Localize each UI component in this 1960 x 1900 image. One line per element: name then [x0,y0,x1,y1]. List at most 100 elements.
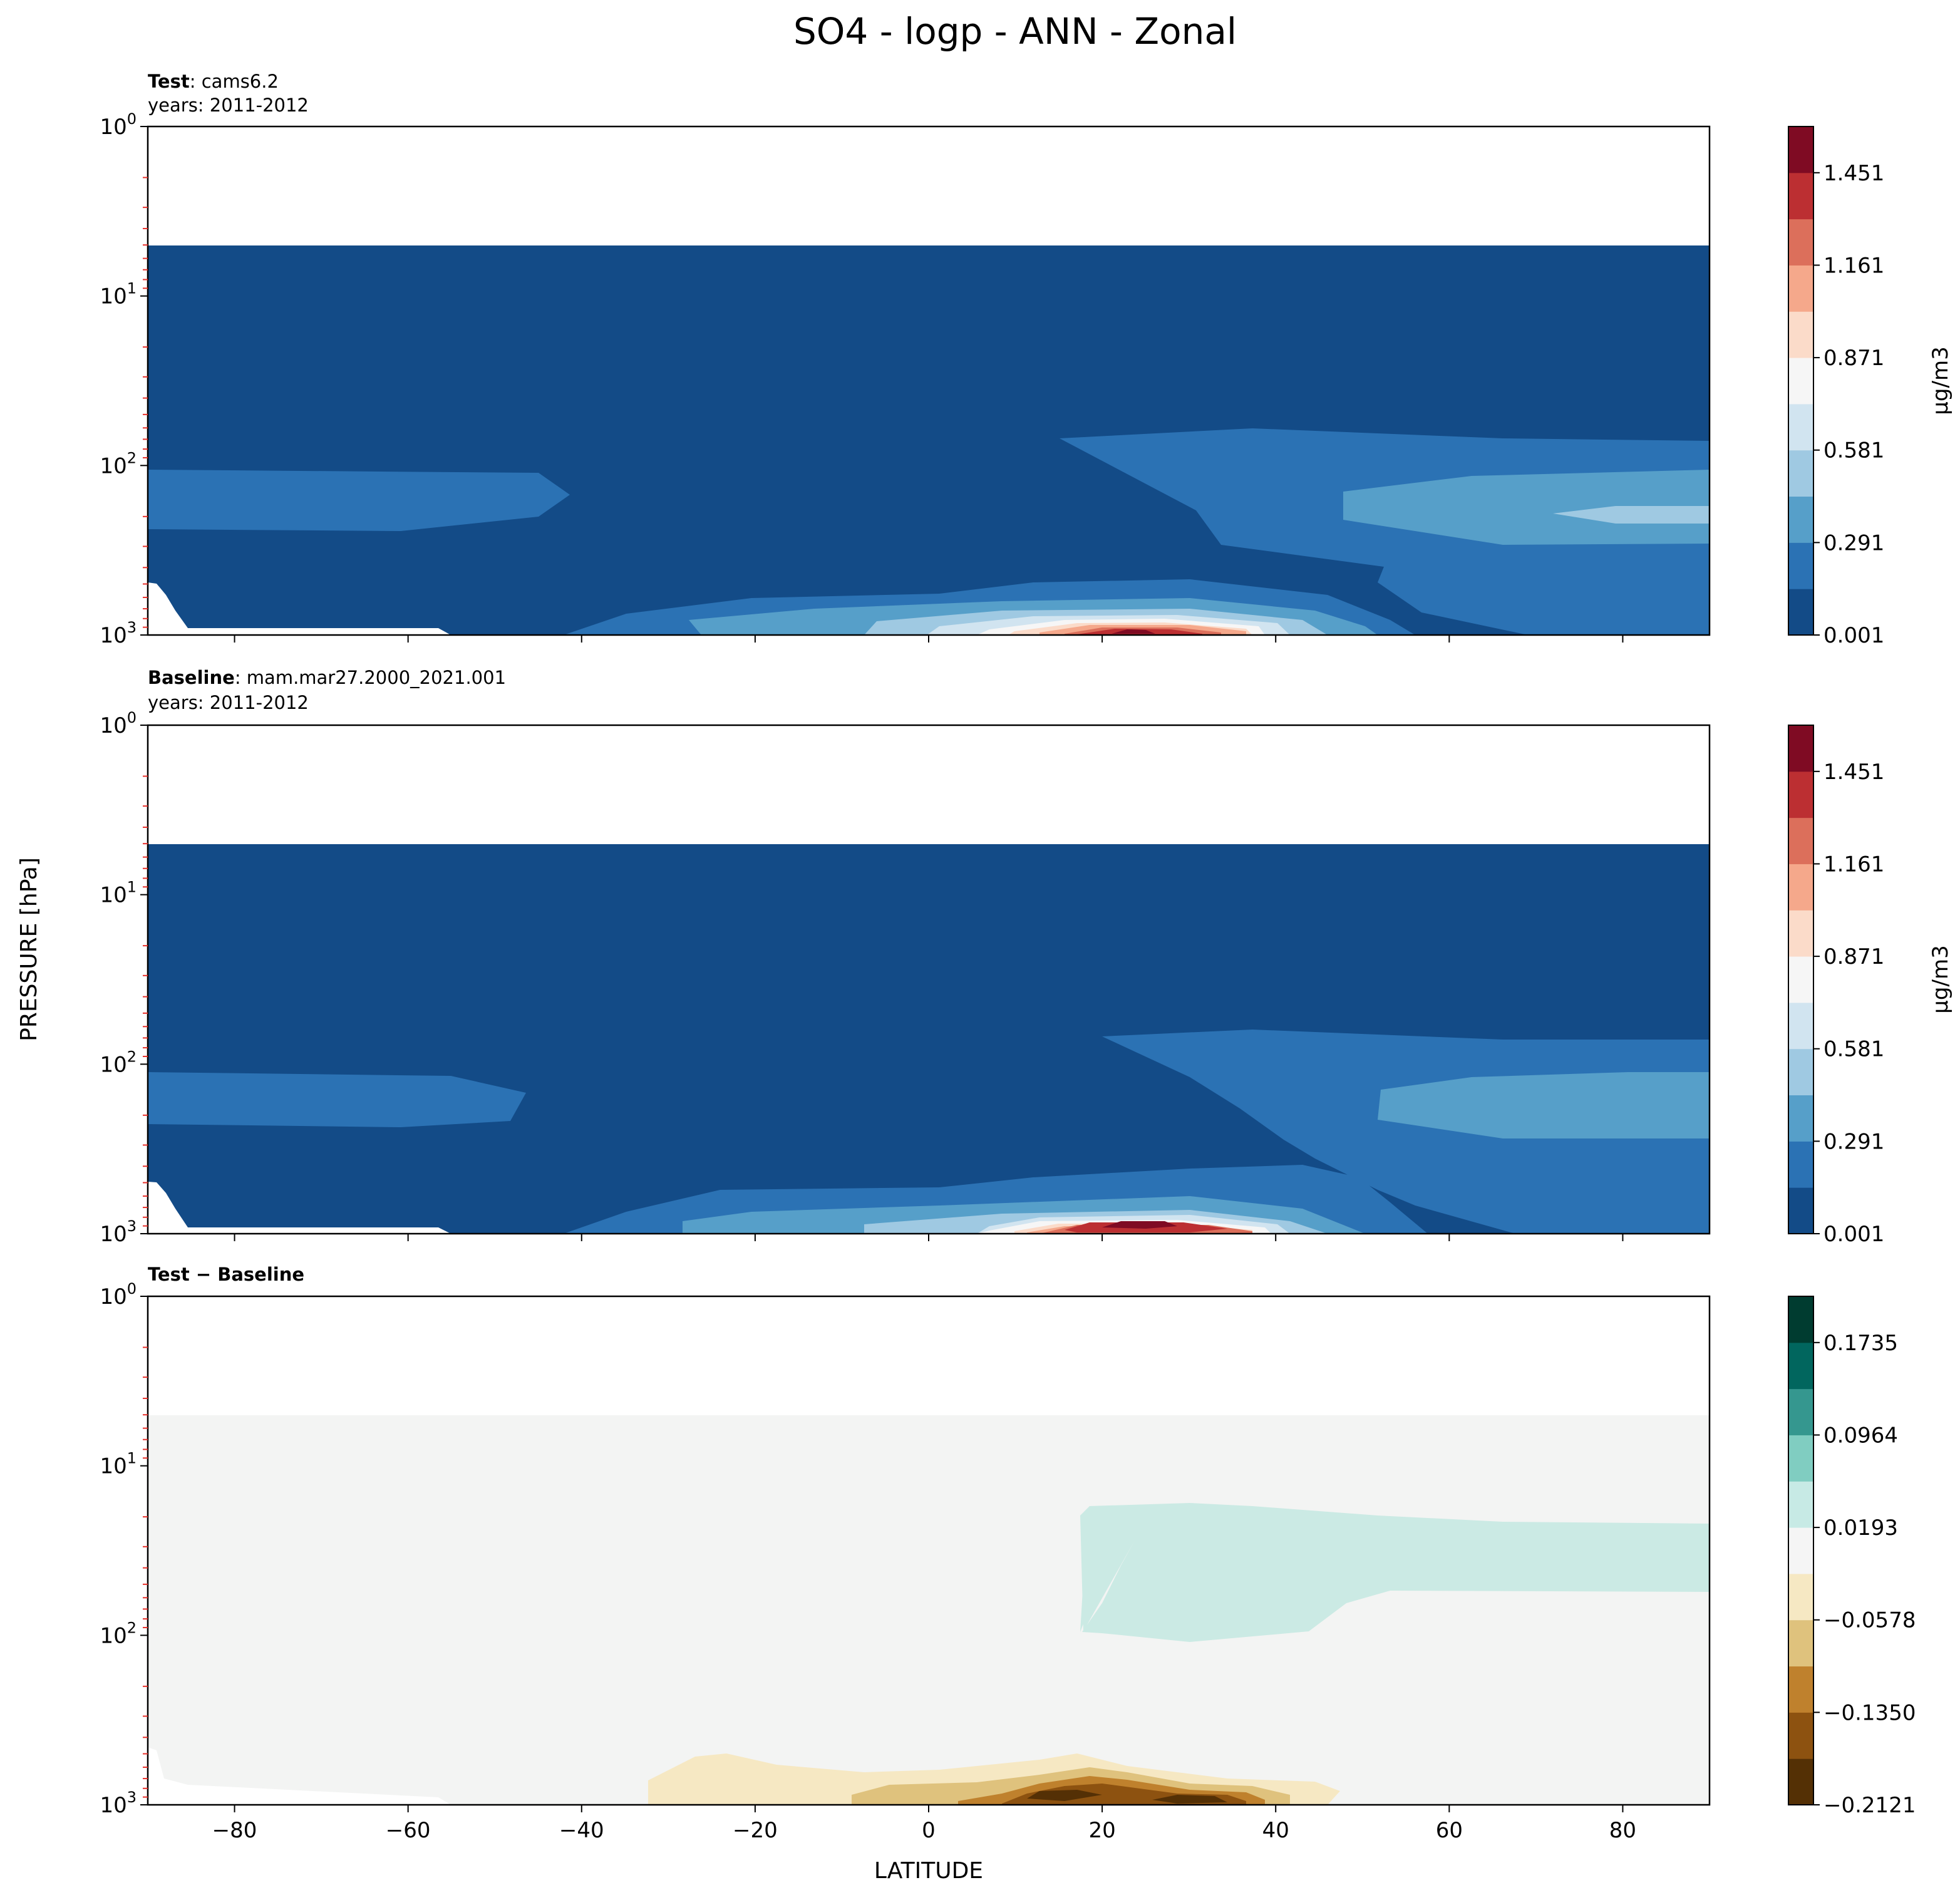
y-tick-label: 101 [100,280,137,309]
y-tick-exponent: 3 [127,1789,137,1806]
panel-test-label-bold: Test [148,71,190,92]
y-tick-base: 10 [100,713,126,738]
panel-test: Test: cams6.2 years: 2011-2012 100101102… [100,71,1711,648]
contour-level-2 [683,1072,1710,1234]
colorbar-segment [1788,1342,1813,1390]
y-tick-exponent: 3 [127,619,137,636]
y-tick-base: 10 [100,1623,126,1648]
contour-level-10 [1112,629,1155,634]
contour-level-10 [1102,1221,1177,1229]
y-tick-label: 103 [100,619,137,648]
missing-data-corner [148,1182,451,1234]
colorbar-label: μg/m3 [1928,945,1953,1013]
y-tick-label: 100 [100,709,137,738]
panel-baseline-label-bold: Baseline [148,667,235,688]
y-tick-label: 103 [100,1789,137,1818]
y-tick-label: 100 [100,1280,137,1309]
x-tick-label: 60 [1436,1818,1463,1843]
colorbar-segment [1788,1712,1813,1759]
y-tick-exponent: 0 [127,110,137,128]
panel-baseline-label: Baseline: mam.mar27.2000_2021.001 [148,667,506,688]
colorbar-tick-label: −0.0578 [1823,1608,1916,1633]
colorbar-segment [1788,126,1813,173]
colorbar-tick-label: 1.451 [1823,161,1884,186]
y-tick-exponent: 1 [127,280,137,297]
colorbar-segment [1788,1002,1813,1050]
panel-test-x-ticks [234,635,1624,643]
x-axis-label: LATITUDE [874,1858,983,1884]
colorbar-tick-label: 0.871 [1823,944,1884,969]
colorbar-segment [1788,1435,1813,1482]
colorbar-segment [1788,1296,1813,1343]
colorbar-segment [1788,311,1813,358]
y-tick-exponent: 2 [127,1048,137,1065]
colorbar-segment [1788,496,1813,543]
colorbar-tick-label: 0.291 [1823,1129,1884,1154]
panel-baseline-x-ticks [234,1234,1624,1241]
colorbar-segment [1788,542,1813,589]
panel-test-label-text: : cams6.2 [190,71,279,92]
colorbar-segment [1788,1573,1813,1621]
contour-level-3 [864,506,1710,635]
colorbar-segment [1788,1388,1813,1435]
colorbar-tick-label: 0.0964 [1823,1423,1898,1448]
missing-data-corner [148,1747,451,1805]
y-tick-label: 103 [100,1217,137,1247]
contour-level-1 [148,1030,1710,1234]
colorbar-segment [1788,450,1813,497]
y-tick-label: 102 [100,1619,137,1648]
y-tick-label: 102 [100,449,137,478]
colorbar-tick-label: 0.001 [1823,1222,1884,1247]
y-tick-base: 10 [100,1052,126,1077]
colorbar-segment [1788,219,1813,266]
panel-baseline-contours [148,844,1710,1234]
colorbar-difference: −0.2121 −0.1350 −0.0578 0.0193 0.0964 0.1735 [1788,1296,1916,1818]
panel-difference-label: Test − Baseline [148,1264,304,1285]
colorbar-segment [1788,725,1813,772]
y-tick-label: 101 [100,1450,137,1479]
x-tick-label: 40 [1262,1818,1289,1843]
contour-level-1 [148,428,1710,635]
colorbar-segment [1788,358,1813,405]
colorbar-frame [1788,126,1814,636]
y-tick-exponent: 0 [127,709,137,726]
x-tick-label: −40 [559,1818,604,1843]
y-tick-exponent: 2 [127,1619,137,1636]
colorbar-segment [1788,1666,1813,1713]
colorbar-segment [1788,1187,1813,1234]
panel-test-contours [148,245,1710,635]
x-tick-label: 20 [1088,1818,1115,1843]
colorbar-tick-label: −0.2121 [1823,1793,1916,1818]
missing-data-corner [148,582,451,635]
y-tick-base: 10 [100,453,126,478]
y-tick-exponent: 3 [127,1217,137,1235]
y-tick-exponent: 1 [127,1450,137,1467]
y-tick-base: 10 [100,1222,126,1247]
colorbar-segment [1788,771,1813,818]
y-tick-base: 10 [100,284,126,309]
colorbar-test: 0.001 0.291 0.581 0.871 1.161 1.451 μg/m3 [1788,126,1953,648]
y-tick-base: 10 [100,1793,126,1818]
colorbar-segment [1788,1481,1813,1528]
colorbar-frame [1788,1296,1814,1805]
figure-title: SO4 - logp - ANN - Zonal [793,10,1237,53]
colorbar-segment [1788,1758,1813,1805]
colorbar-segment [1788,1141,1813,1188]
colorbar-tick-label: 0.871 [1823,346,1884,371]
x-tick-label: −80 [212,1818,257,1843]
contour-level-0 [1027,1790,1227,1804]
colorbar-frame [1788,725,1814,1234]
colorbar-baseline: 0.001 0.291 0.581 0.871 1.161 1.451 μg/m3 [1788,725,1953,1247]
x-tick-label: 0 [922,1818,936,1843]
y-tick-exponent: 2 [127,449,137,467]
y-tick-label: 102 [100,1048,137,1077]
colorbar-segment [1788,1619,1813,1667]
y-axis-label: PRESSURE [hPa] [16,857,42,1041]
y-tick-base: 10 [100,623,126,648]
panel-test-years: years: 2011-2012 [148,95,309,116]
colorbar-segment [1788,910,1813,957]
contour-level-6 [1080,1503,1710,1642]
